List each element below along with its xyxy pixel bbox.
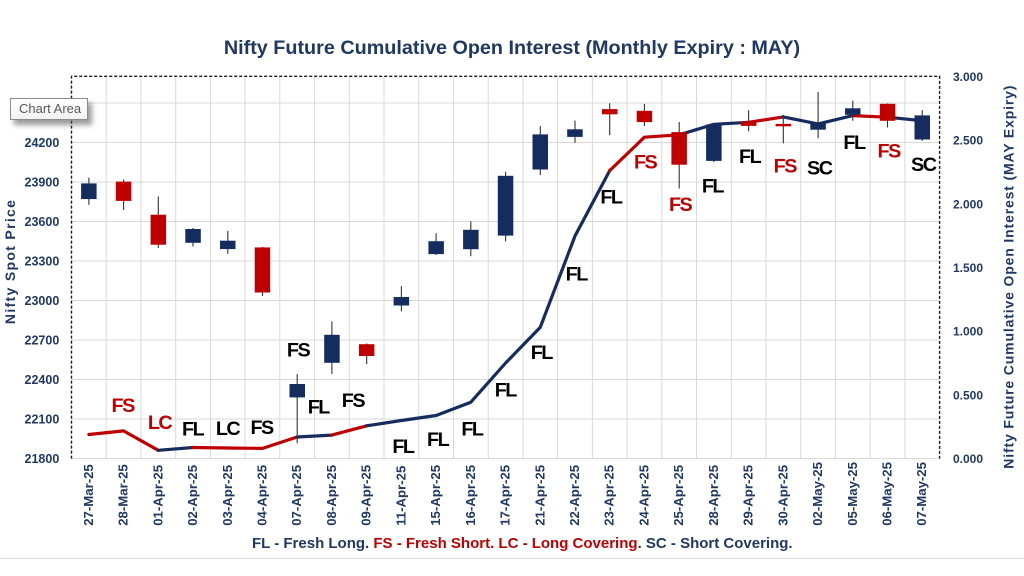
svg-text:FL - Fresh Long. FS - Fresh Sh: FL - Fresh Long. FS - Fresh Short. LC - … [252,535,793,552]
svg-text:FS: FS [774,155,798,177]
svg-text:06-May-25: 06-May-25 [880,462,895,526]
svg-text:29-Apr-25: 29-Apr-25 [741,465,756,526]
svg-text:23-Apr-25: 23-Apr-25 [602,465,617,526]
svg-text:FS: FS [634,152,658,174]
svg-text:Nifty Future Cumulative Open I: Nifty Future Cumulative Open Interest (M… [1001,85,1017,469]
svg-text:FS: FS [250,417,274,439]
svg-text:FL: FL [566,264,589,286]
svg-text:30-Apr-25: 30-Apr-25 [775,465,790,526]
svg-text:11-Apr-25: 11-Apr-25 [393,466,408,526]
svg-text:FS: FS [669,194,693,216]
svg-text:3.000: 3.000 [953,70,983,84]
svg-text:FL: FL [495,380,518,402]
svg-text:02-May-25: 02-May-25 [810,462,825,526]
svg-text:FS: FS [878,140,902,162]
svg-text:04-Apr-25: 04-Apr-25 [255,465,270,526]
svg-text:17-Apr-25: 17-Apr-25 [498,465,513,526]
svg-text:1.500: 1.500 [953,261,983,275]
svg-text:05-May-25: 05-May-25 [845,462,860,526]
svg-text:FL: FL [308,397,331,419]
svg-text:FL: FL [531,342,554,364]
svg-text:FS: FS [287,339,311,361]
svg-text:24200: 24200 [25,136,60,150]
svg-text:FL: FL [600,187,623,209]
svg-text:03-Apr-25: 03-Apr-25 [220,465,235,526]
svg-text:22400: 22400 [25,373,60,387]
svg-text:1.000: 1.000 [953,325,983,339]
svg-text:28-Apr-25: 28-Apr-25 [706,465,721,526]
svg-text:21800: 21800 [25,452,60,466]
svg-text:Nifty Future Cumulative Open I: Nifty Future Cumulative Open Interest (M… [224,37,800,59]
svg-text:07-May-25: 07-May-25 [914,462,929,526]
svg-text:FL: FL [739,146,762,168]
svg-text:01-Apr-25: 01-Apr-25 [150,465,165,526]
svg-text:FL: FL [182,419,205,441]
svg-text:24-Apr-25: 24-Apr-25 [636,465,651,526]
svg-text:FL: FL [461,418,484,440]
svg-text:FL: FL [843,132,866,154]
svg-text:2.000: 2.000 [953,197,983,211]
svg-text:08-Apr-25: 08-Apr-25 [324,465,339,526]
svg-text:23000: 23000 [25,294,60,308]
svg-text:FS: FS [342,390,366,412]
svg-text:2.500: 2.500 [953,134,983,148]
svg-text:0.500: 0.500 [953,388,983,402]
svg-text:22700: 22700 [25,334,60,348]
svg-text:SC: SC [807,158,833,180]
svg-text:15-Apr-25: 15-Apr-25 [428,465,443,526]
svg-text:FS: FS [112,395,136,417]
svg-text:02-Apr-25: 02-Apr-25 [185,465,200,526]
svg-text:25-Apr-25: 25-Apr-25 [671,465,686,526]
svg-text:LC: LC [148,412,173,434]
svg-text:22-Apr-25: 22-Apr-25 [567,465,582,526]
svg-text:23900: 23900 [25,176,60,190]
svg-text:23600: 23600 [25,215,60,229]
svg-text:09-Apr-25: 09-Apr-25 [359,465,374,526]
svg-text:FL: FL [702,175,725,197]
svg-text:LC: LC [216,418,241,440]
svg-text:Nifty Spot Price: Nifty Spot Price [2,199,18,324]
svg-text:SC: SC [911,154,937,176]
svg-text:22100: 22100 [25,413,60,427]
svg-text:07-Apr-25: 07-Apr-25 [289,465,304,526]
svg-text:FL: FL [427,429,450,451]
svg-text:FL: FL [392,436,415,458]
svg-text:21-Apr-25: 21-Apr-25 [532,465,547,526]
svg-text:23300: 23300 [25,255,60,269]
svg-text:16-Apr-25: 16-Apr-25 [463,465,478,526]
svg-text:27-Mar-25: 27-Mar-25 [81,464,96,526]
svg-text:0.000: 0.000 [953,452,983,466]
svg-text:28-Mar-25: 28-Mar-25 [116,464,131,526]
